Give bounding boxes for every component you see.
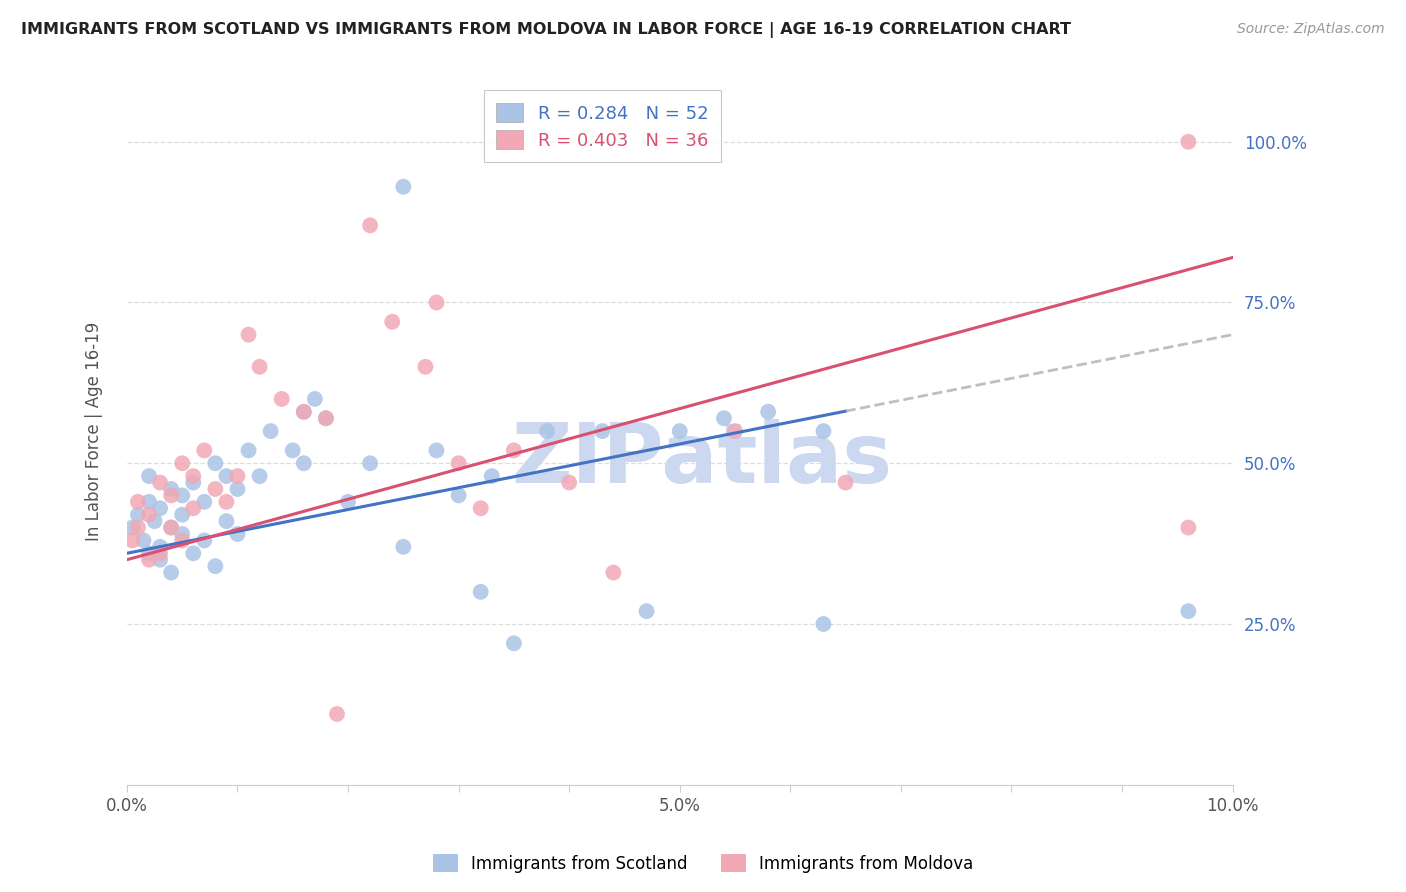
Point bbox=[381, 315, 404, 329]
Point bbox=[1177, 135, 1199, 149]
Point bbox=[172, 488, 194, 502]
Point bbox=[149, 546, 172, 560]
Point bbox=[121, 520, 143, 534]
Point bbox=[1177, 604, 1199, 618]
Point bbox=[591, 424, 613, 438]
Point bbox=[160, 566, 183, 580]
Point bbox=[359, 456, 381, 470]
Point bbox=[204, 559, 226, 574]
Point bbox=[813, 424, 835, 438]
Point bbox=[138, 552, 160, 566]
Point bbox=[602, 566, 624, 580]
Point bbox=[138, 495, 160, 509]
Point bbox=[415, 359, 437, 374]
Point bbox=[481, 469, 503, 483]
Point bbox=[447, 488, 470, 502]
Point bbox=[238, 443, 260, 458]
Point bbox=[193, 495, 215, 509]
Point bbox=[204, 456, 226, 470]
Point bbox=[713, 411, 735, 425]
Point bbox=[259, 424, 281, 438]
Point bbox=[193, 443, 215, 458]
Legend: Immigrants from Scotland, Immigrants from Moldova: Immigrants from Scotland, Immigrants fro… bbox=[426, 847, 980, 880]
Point bbox=[249, 469, 271, 483]
Point bbox=[127, 520, 149, 534]
Legend: R = 0.284   N = 52, R = 0.403   N = 36: R = 0.284 N = 52, R = 0.403 N = 36 bbox=[484, 90, 721, 162]
Point bbox=[668, 424, 690, 438]
Point bbox=[359, 219, 381, 233]
Point bbox=[226, 482, 249, 496]
Point bbox=[392, 179, 415, 194]
Point bbox=[304, 392, 326, 406]
Point bbox=[160, 482, 183, 496]
Point bbox=[226, 469, 249, 483]
Point bbox=[193, 533, 215, 548]
Point bbox=[636, 604, 658, 618]
Point bbox=[502, 443, 524, 458]
Point bbox=[1177, 520, 1199, 534]
Point bbox=[138, 508, 160, 522]
Point bbox=[181, 546, 204, 560]
Point bbox=[138, 546, 160, 560]
Text: IMMIGRANTS FROM SCOTLAND VS IMMIGRANTS FROM MOLDOVA IN LABOR FORCE | AGE 16-19 C: IMMIGRANTS FROM SCOTLAND VS IMMIGRANTS F… bbox=[21, 22, 1071, 38]
Point bbox=[138, 469, 160, 483]
Point bbox=[292, 456, 315, 470]
Point bbox=[270, 392, 292, 406]
Point bbox=[470, 501, 492, 516]
Point bbox=[447, 456, 470, 470]
Point bbox=[160, 520, 183, 534]
Point bbox=[536, 424, 558, 438]
Point bbox=[226, 527, 249, 541]
Point bbox=[281, 443, 304, 458]
Point bbox=[238, 327, 260, 342]
Point bbox=[172, 456, 194, 470]
Point bbox=[326, 706, 349, 721]
Y-axis label: In Labor Force | Age 16-19: In Labor Force | Age 16-19 bbox=[86, 321, 103, 541]
Text: Source: ZipAtlas.com: Source: ZipAtlas.com bbox=[1237, 22, 1385, 37]
Text: ZIPatlas: ZIPatlas bbox=[512, 419, 893, 500]
Point bbox=[215, 514, 238, 528]
Point bbox=[181, 469, 204, 483]
Point bbox=[292, 405, 315, 419]
Point bbox=[160, 488, 183, 502]
Point bbox=[181, 501, 204, 516]
Point bbox=[813, 617, 835, 632]
Point bbox=[149, 475, 172, 490]
Point bbox=[127, 508, 149, 522]
Point bbox=[558, 475, 581, 490]
Point bbox=[470, 585, 492, 599]
Point bbox=[425, 295, 447, 310]
Point bbox=[172, 508, 194, 522]
Point bbox=[392, 540, 415, 554]
Point bbox=[315, 411, 337, 425]
Point bbox=[127, 495, 149, 509]
Point bbox=[337, 495, 360, 509]
Point bbox=[121, 533, 143, 548]
Point bbox=[425, 443, 447, 458]
Point bbox=[143, 514, 166, 528]
Point bbox=[181, 475, 204, 490]
Point bbox=[149, 501, 172, 516]
Point bbox=[215, 469, 238, 483]
Point bbox=[834, 475, 856, 490]
Point bbox=[315, 411, 337, 425]
Point bbox=[132, 533, 155, 548]
Point bbox=[204, 482, 226, 496]
Point bbox=[292, 405, 315, 419]
Point bbox=[215, 495, 238, 509]
Point bbox=[249, 359, 271, 374]
Point bbox=[160, 520, 183, 534]
Point bbox=[172, 527, 194, 541]
Point bbox=[502, 636, 524, 650]
Point bbox=[149, 540, 172, 554]
Point bbox=[724, 424, 747, 438]
Point bbox=[756, 405, 779, 419]
Point bbox=[172, 533, 194, 548]
Point bbox=[149, 552, 172, 566]
